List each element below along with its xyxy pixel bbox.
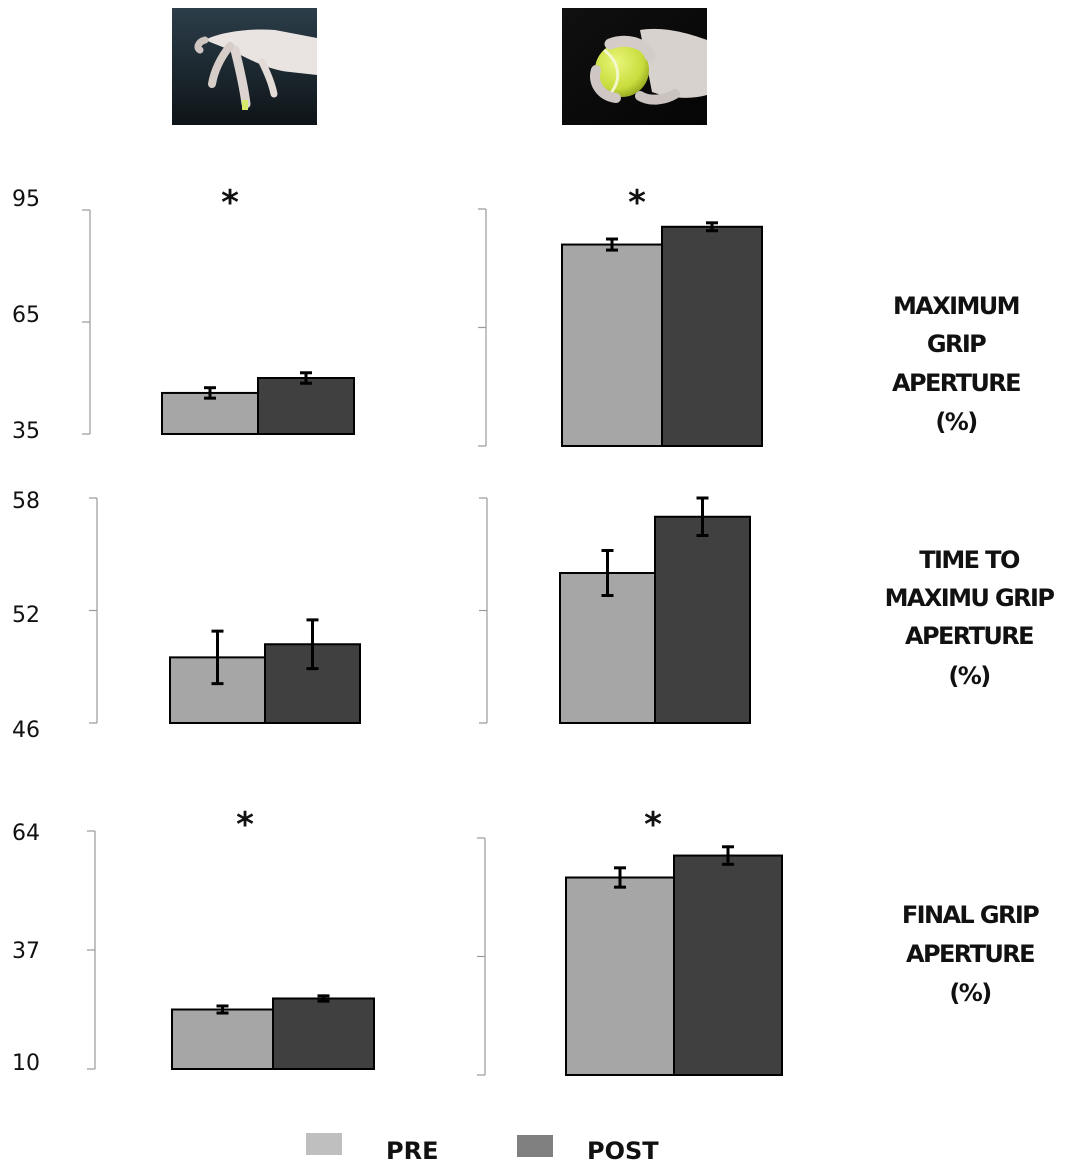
bar-post bbox=[654, 515, 751, 724]
y-tick-label: 35 bbox=[12, 419, 40, 444]
bar-pre bbox=[171, 1008, 274, 1070]
panel-3-2: * bbox=[477, 805, 783, 1076]
bar-post bbox=[272, 997, 375, 1071]
legend-swatch-pre bbox=[306, 1133, 342, 1155]
row-label-line: TIME TO bbox=[919, 546, 1020, 574]
row-label-line: APERTURE bbox=[905, 622, 1033, 650]
y-tick-label: 64 bbox=[12, 821, 40, 846]
significance-star: * bbox=[628, 183, 646, 223]
significance-star: * bbox=[221, 183, 239, 223]
row-label-line: APERTURE bbox=[892, 369, 1020, 397]
bar-pre bbox=[161, 391, 259, 435]
panel-2-2 bbox=[479, 496, 751, 724]
chart-row-2: 58 52 46 TIME TO MAXIMU GRIP APERTURE (%) bbox=[12, 489, 1056, 743]
bar-post bbox=[673, 854, 783, 1076]
y-tick-label: 95 bbox=[12, 187, 40, 212]
y-tick-label: 52 bbox=[12, 603, 40, 628]
row-label-line: (%) bbox=[935, 408, 976, 436]
power-grip-photo bbox=[562, 8, 707, 125]
chart-row-1: 95 65 35 MAXIMUM GRIP APERTURE (%) * * bbox=[12, 183, 1022, 447]
panel-1-1: * bbox=[82, 183, 355, 435]
y-tick-label: 58 bbox=[12, 489, 40, 514]
row-label-line: GRIP bbox=[927, 330, 986, 358]
precision-grip-photo bbox=[172, 8, 317, 125]
y-tick-label: 65 bbox=[12, 303, 40, 328]
y-tick-label: 10 bbox=[12, 1051, 40, 1076]
significance-star: * bbox=[236, 805, 254, 845]
charts-layer: 95 65 35 MAXIMUM GRIP APERTURE (%) * * 58 52 46 TIME… bbox=[12, 183, 1056, 1076]
legend: PRE POST bbox=[306, 1133, 659, 1164]
bar-post bbox=[661, 225, 763, 447]
row-label-line: MAXIMUM bbox=[893, 292, 1019, 320]
panel-2-1 bbox=[89, 497, 361, 724]
significance-star: * bbox=[644, 805, 662, 845]
panel-3-1: * bbox=[87, 805, 375, 1071]
y-tick-label: 46 bbox=[12, 718, 40, 743]
panel-1-2: * bbox=[478, 183, 763, 447]
y-tick-label: 37 bbox=[12, 939, 40, 964]
legend-label-pre: PRE bbox=[386, 1137, 438, 1164]
bar-post bbox=[257, 377, 355, 435]
chart-row-3: 64 37 10 FINAL GRIP APERTURE (%) * * bbox=[12, 805, 1041, 1076]
row-label-line: (%) bbox=[948, 662, 989, 690]
row-label-line: (%) bbox=[949, 979, 990, 1007]
bar-pre bbox=[561, 243, 663, 447]
legend-swatch-post bbox=[517, 1135, 553, 1157]
row-label-line: MAXIMU GRIP bbox=[885, 584, 1055, 612]
row-label-line: APERTURE bbox=[906, 940, 1034, 968]
bar-pre bbox=[559, 572, 656, 724]
legend-label-post: POST bbox=[587, 1137, 659, 1164]
row-label-line: FINAL GRIP bbox=[902, 901, 1039, 929]
bar-pre bbox=[565, 876, 675, 1076]
